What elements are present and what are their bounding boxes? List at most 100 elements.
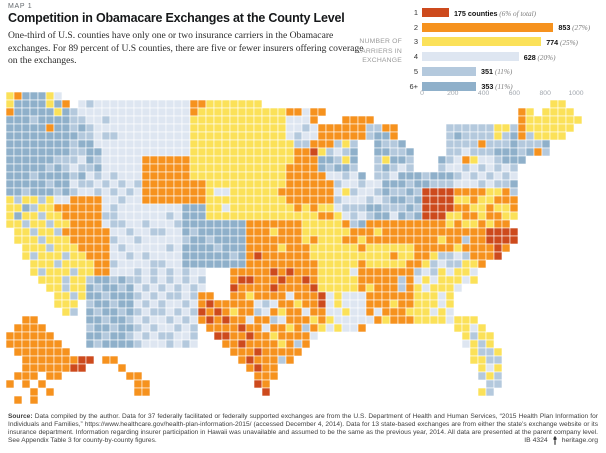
county-cell xyxy=(93,307,103,317)
county-cell xyxy=(485,219,495,229)
county-cell xyxy=(349,251,359,261)
county-cell xyxy=(493,371,503,381)
county-cell xyxy=(133,171,143,181)
county-cell xyxy=(221,243,231,253)
county-cell xyxy=(117,283,127,293)
county-cell xyxy=(277,275,287,285)
county-cell xyxy=(493,347,503,357)
county-cell xyxy=(469,211,479,221)
county-cell xyxy=(245,363,255,373)
county-cell xyxy=(117,299,127,309)
county-cell xyxy=(269,275,279,285)
county-cell xyxy=(517,131,527,141)
county-cell xyxy=(269,331,279,341)
county-cell xyxy=(373,131,383,141)
county-cell xyxy=(469,251,479,261)
county-cell xyxy=(413,267,423,277)
county-cell xyxy=(13,123,23,133)
county-cell xyxy=(469,267,479,277)
county-cell xyxy=(205,155,215,165)
county-cell xyxy=(501,147,511,157)
county-cell xyxy=(157,307,167,317)
county-cell xyxy=(317,243,327,253)
county-cell xyxy=(61,187,71,197)
county-cell xyxy=(21,171,31,181)
county-cell xyxy=(53,203,63,213)
county-cell xyxy=(141,131,151,141)
county-cell xyxy=(173,131,183,141)
county-cell xyxy=(429,291,439,301)
county-cell xyxy=(61,283,71,293)
county-cell xyxy=(29,147,39,157)
county-cell xyxy=(525,131,535,141)
county-cell xyxy=(189,275,199,285)
county-cell xyxy=(517,139,527,149)
county-cell xyxy=(333,299,343,309)
county-cell xyxy=(221,123,231,133)
county-cell xyxy=(117,267,127,277)
county-cell xyxy=(181,291,191,301)
county-cell xyxy=(181,155,191,165)
county-cell xyxy=(309,307,319,317)
county-cell xyxy=(373,299,383,309)
county-cell xyxy=(21,91,31,101)
county-cell xyxy=(429,203,439,213)
county-cell xyxy=(269,307,279,317)
county-cell xyxy=(133,139,143,149)
county-cell xyxy=(501,123,511,133)
county-cell xyxy=(109,339,119,349)
county-cell xyxy=(501,219,511,229)
county-cell xyxy=(109,187,119,197)
county-cell xyxy=(13,339,23,349)
county-cell xyxy=(13,107,23,117)
county-cell xyxy=(61,219,71,229)
county-cell xyxy=(317,299,327,309)
county-cell xyxy=(269,371,279,381)
county-cell xyxy=(325,283,335,293)
county-cell xyxy=(277,283,287,293)
county-cell xyxy=(173,259,183,269)
county-cell xyxy=(445,267,455,277)
county-cell xyxy=(357,123,367,133)
county-cell xyxy=(453,163,463,173)
county-cell xyxy=(213,147,223,157)
county-cell xyxy=(229,323,239,333)
county-cell xyxy=(157,251,167,261)
county-cell xyxy=(325,251,335,261)
county-cell xyxy=(5,163,15,173)
county-cell xyxy=(477,219,487,229)
county-cell xyxy=(141,267,151,277)
county-cell xyxy=(365,243,375,253)
county-cell xyxy=(461,227,471,237)
county-cell xyxy=(325,307,335,317)
county-cell xyxy=(53,139,63,149)
county-cell xyxy=(69,187,79,197)
county-cell xyxy=(285,179,295,189)
county-cell xyxy=(21,355,31,365)
county-cell xyxy=(333,251,343,261)
county-cell xyxy=(237,299,247,309)
county-cell xyxy=(293,171,303,181)
county-cell xyxy=(205,123,215,133)
county-cell xyxy=(381,211,391,221)
county-cell xyxy=(277,299,287,309)
county-cell xyxy=(205,115,215,125)
county-cell xyxy=(133,291,143,301)
county-cell xyxy=(373,283,383,293)
county-cell xyxy=(549,107,559,117)
county-cell xyxy=(189,139,199,149)
county-cell xyxy=(117,155,127,165)
county-cell xyxy=(229,243,239,253)
county-cell xyxy=(341,283,351,293)
county-cell xyxy=(69,283,79,293)
county-cell xyxy=(285,307,295,317)
county-cell xyxy=(245,331,255,341)
county-cell xyxy=(77,219,87,229)
county-cell xyxy=(277,179,287,189)
county-cell xyxy=(221,99,231,109)
county-cell xyxy=(317,147,327,157)
county-cell xyxy=(61,259,71,269)
county-cell xyxy=(37,139,47,149)
county-cell xyxy=(397,275,407,285)
county-cell xyxy=(5,123,15,133)
